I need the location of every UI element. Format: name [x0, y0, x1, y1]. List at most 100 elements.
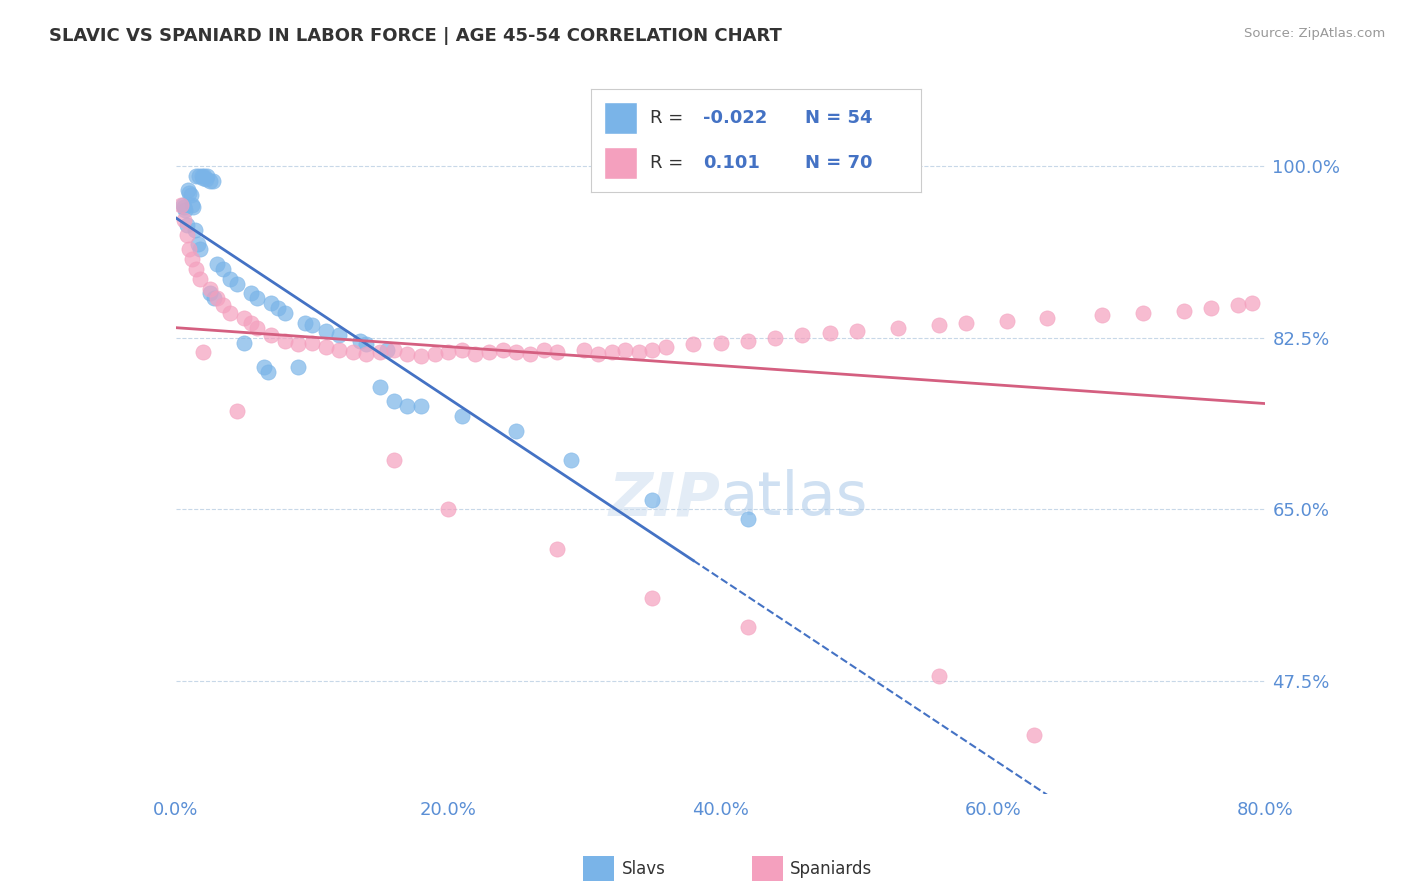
Text: SLAVIC VS SPANIARD IN LABOR FORCE | AGE 45-54 CORRELATION CHART: SLAVIC VS SPANIARD IN LABOR FORCE | AGE …	[49, 27, 782, 45]
Point	[219, 271, 242, 285]
Point	[1132, 306, 1154, 320]
Point	[682, 337, 704, 351]
Point	[382, 453, 405, 467]
Point	[191, 345, 214, 359]
Point	[478, 345, 501, 359]
Point	[173, 213, 195, 227]
Point	[928, 669, 950, 683]
Point	[190, 169, 212, 183]
Point	[546, 345, 568, 359]
Point	[574, 343, 596, 358]
Point	[368, 380, 391, 394]
Point	[356, 347, 378, 361]
Text: Slavs: Slavs	[621, 860, 665, 878]
Point	[184, 222, 207, 236]
Point	[257, 365, 280, 379]
Point	[710, 335, 733, 350]
Point	[294, 316, 316, 330]
Point	[274, 334, 297, 348]
Point	[627, 345, 650, 359]
Point	[792, 327, 814, 342]
Point	[492, 343, 515, 358]
Text: ZIP: ZIP	[609, 469, 721, 528]
Point	[205, 257, 228, 271]
Point	[183, 200, 205, 214]
Point	[995, 314, 1018, 328]
Text: R =: R =	[650, 109, 689, 127]
Bar	[603, 146, 637, 179]
Point	[301, 318, 323, 332]
Text: -0.022: -0.022	[703, 109, 768, 127]
Point	[180, 188, 202, 202]
Point	[396, 347, 419, 361]
Point	[450, 343, 472, 358]
Point	[368, 345, 391, 359]
Point	[1227, 298, 1250, 312]
Point	[176, 218, 198, 232]
Point	[246, 291, 269, 305]
Point	[274, 306, 297, 320]
Point	[641, 591, 664, 605]
Point	[818, 326, 841, 340]
Point	[409, 349, 432, 363]
Point	[1036, 311, 1059, 326]
Point	[655, 341, 678, 355]
Point	[239, 316, 262, 330]
Point	[232, 335, 254, 350]
Point	[886, 321, 908, 335]
Point	[437, 345, 460, 359]
Point	[450, 409, 472, 424]
Text: 0.101: 0.101	[703, 154, 759, 172]
Point	[342, 345, 364, 359]
Point	[181, 252, 204, 266]
Point	[382, 343, 405, 358]
Point	[173, 200, 195, 214]
Point	[301, 335, 323, 350]
Point	[177, 184, 200, 198]
Point	[194, 171, 217, 186]
Point	[600, 345, 623, 359]
Bar	[603, 102, 637, 135]
Point	[260, 327, 283, 342]
Point	[195, 169, 218, 183]
Text: N = 70: N = 70	[806, 154, 873, 172]
Point	[193, 169, 215, 183]
Point	[349, 334, 371, 348]
Point	[187, 169, 209, 183]
Point	[253, 359, 276, 375]
Point	[212, 262, 235, 277]
Point	[586, 347, 609, 361]
Point	[328, 327, 350, 342]
Point	[170, 198, 193, 212]
Point	[198, 173, 221, 188]
Point	[546, 541, 568, 556]
Point	[641, 492, 664, 507]
Point	[315, 341, 337, 355]
Point	[191, 170, 214, 185]
Point	[955, 316, 977, 330]
Point	[202, 291, 225, 305]
Point	[737, 334, 759, 348]
Text: Spaniards: Spaniards	[790, 860, 872, 878]
Point	[382, 394, 405, 409]
Point	[186, 262, 208, 277]
Point	[375, 343, 398, 358]
Point	[176, 227, 198, 242]
Point	[226, 277, 249, 291]
Point	[201, 173, 224, 188]
Point	[212, 298, 235, 312]
Point	[219, 306, 242, 320]
Point	[356, 337, 378, 351]
Point	[179, 186, 201, 201]
Text: R =: R =	[650, 154, 695, 172]
Point	[287, 359, 309, 375]
Point	[232, 311, 254, 326]
Point	[1199, 301, 1222, 316]
Point	[205, 291, 228, 305]
Point	[845, 324, 868, 338]
Point	[260, 296, 283, 310]
Point	[464, 347, 486, 361]
Point	[181, 198, 204, 212]
Point	[737, 512, 759, 526]
Point	[186, 169, 208, 183]
